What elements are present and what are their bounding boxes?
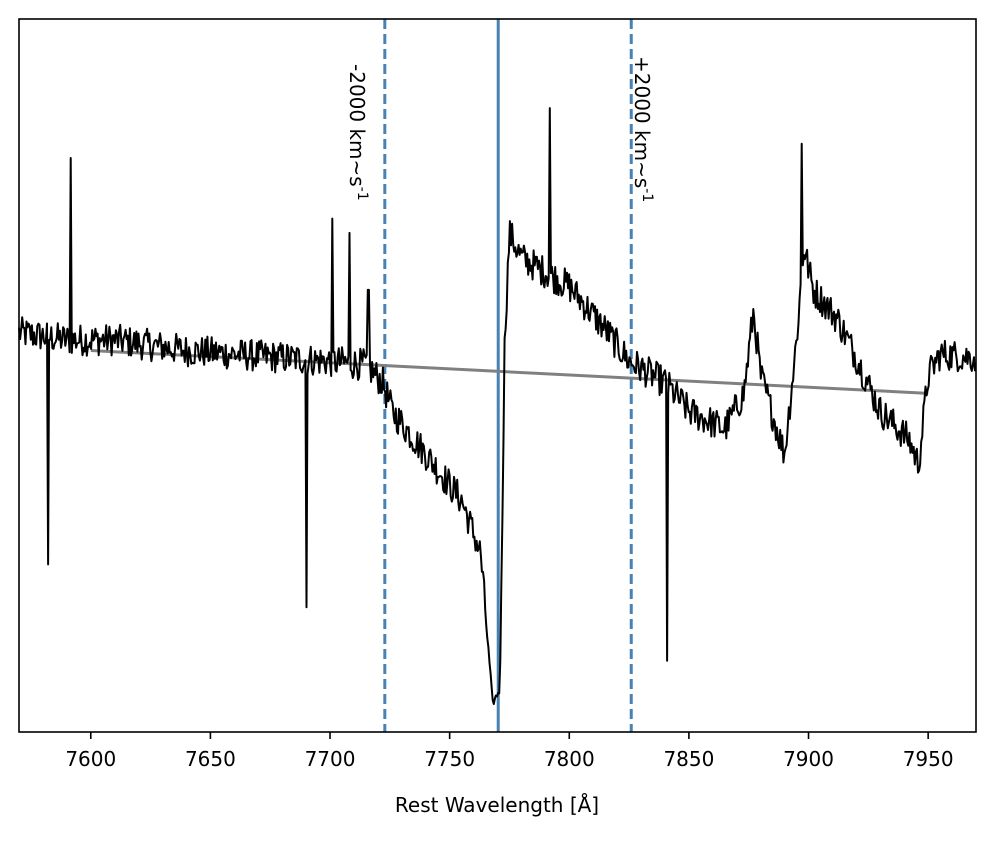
reference-line-labels: -2000 km~s-1 +2000 km~s-1 bbox=[345, 56, 655, 202]
x-tick-label-7850: 7850 bbox=[663, 747, 714, 771]
spectrum-series bbox=[18, 107, 976, 705]
spectrum-line bbox=[18, 107, 976, 705]
x-axis-label: Rest Wavelength [Å] bbox=[395, 793, 599, 817]
x-tick-label-7750: 7750 bbox=[424, 747, 475, 771]
plot-frame bbox=[18, 18, 977, 733]
x-tick-label-7650: 7650 bbox=[185, 747, 236, 771]
velocity-label-positive: +2000 km~s-1 bbox=[630, 56, 655, 202]
x-tick-label-7600: 7600 bbox=[65, 747, 116, 771]
x-tick-label-7700: 7700 bbox=[305, 747, 356, 771]
x-tick-label-7950: 7950 bbox=[903, 747, 954, 771]
reference-lines bbox=[383, 19, 633, 732]
velocity-label-negative: -2000 km~s-1 bbox=[345, 64, 370, 201]
x-tick-label-7800: 7800 bbox=[544, 747, 595, 771]
x-axis-ticks: 7600 7650 7700 7750 7800 7850 7900 7950 bbox=[65, 732, 954, 771]
x-tick-label-7900: 7900 bbox=[783, 747, 834, 771]
